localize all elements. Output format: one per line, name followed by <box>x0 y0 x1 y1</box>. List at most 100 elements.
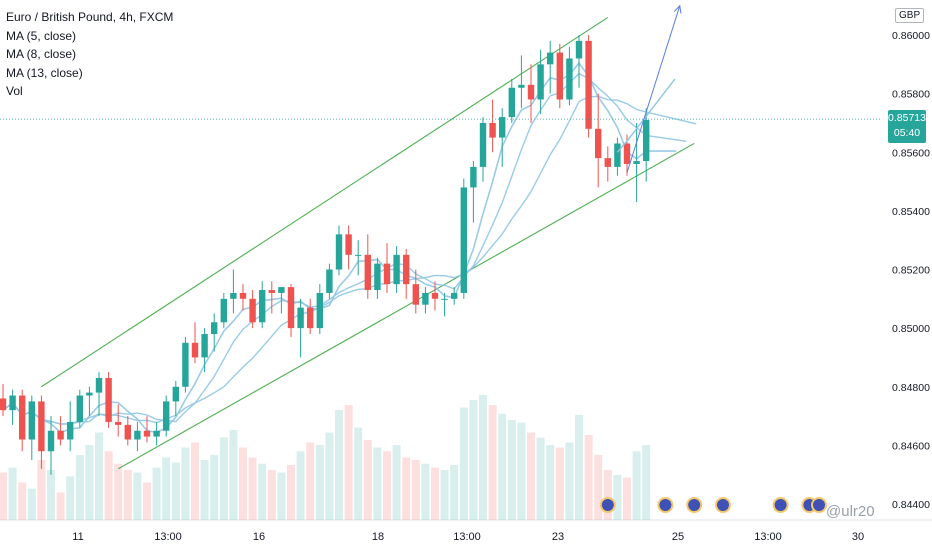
volume-bar <box>171 462 180 520</box>
candle-body <box>153 430 160 437</box>
volume-bar <box>575 415 583 520</box>
candle-body <box>355 254 362 256</box>
event-marker-icon <box>601 499 614 511</box>
candle-body <box>623 143 631 164</box>
candle-body <box>412 284 419 305</box>
candle-body <box>431 292 439 299</box>
y-tick-label: 0.84600 <box>892 440 930 452</box>
volume-bar <box>296 451 305 520</box>
candle-body <box>633 161 640 164</box>
candle-body <box>95 377 103 393</box>
volume-bar <box>613 475 622 520</box>
volume-bar <box>152 467 161 520</box>
y-tick-label: 0.85000 <box>892 323 930 335</box>
volume-bar <box>565 442 574 520</box>
price-axis-bg <box>880 0 932 550</box>
volume-bar <box>219 437 228 520</box>
candle-body <box>297 307 304 329</box>
candle-body <box>614 143 621 167</box>
candle-body <box>19 395 26 440</box>
volume-bar <box>373 447 382 520</box>
legend-ma5: MA (5, close) <box>6 28 77 43</box>
candle-body <box>239 292 247 299</box>
volume-bar <box>642 445 651 520</box>
volume-bar <box>200 460 209 520</box>
currency-label[interactable]: GBP <box>895 8 925 23</box>
candle-body <box>307 307 314 329</box>
candles-layer <box>0 35 650 475</box>
volume-bar <box>191 442 199 520</box>
x-tick-label: 30 <box>852 531 864 543</box>
candle-body <box>499 117 506 138</box>
volume-bar <box>527 432 535 520</box>
event-marker-icon <box>813 499 825 511</box>
volume-bar <box>431 467 439 520</box>
candle-body <box>230 292 237 299</box>
candle-body <box>508 87 515 118</box>
x-tick-label: 18 <box>372 531 384 543</box>
y-tick-label: 0.85400 <box>892 206 930 218</box>
volume-bar <box>258 463 267 520</box>
candle-body <box>67 421 74 440</box>
volume-bar <box>623 477 631 520</box>
trend-arrow-line <box>626 5 681 173</box>
candle-body <box>211 322 218 334</box>
candle-body <box>47 430 55 452</box>
candle-body <box>28 401 35 440</box>
candle-body <box>575 40 583 59</box>
volume-bar <box>469 400 478 520</box>
volume-bar <box>56 492 65 520</box>
volume-bar <box>344 405 353 520</box>
volume-bar <box>632 451 641 520</box>
candle-body <box>182 342 189 387</box>
candle-body <box>220 298 227 323</box>
volume-bar <box>162 457 171 520</box>
volume-bar <box>517 422 526 520</box>
candle-body <box>57 430 64 440</box>
candle-body <box>249 298 256 323</box>
volume-bar <box>8 467 17 520</box>
x-tick-label: 25 <box>672 531 684 543</box>
volume-bar <box>335 410 343 520</box>
volume-bar <box>363 440 372 520</box>
volume-bar <box>383 451 391 520</box>
volume-bar <box>402 457 411 520</box>
volume-bar <box>239 447 247 520</box>
candle-body <box>547 52 554 65</box>
volume-bar <box>536 437 545 520</box>
volume-bar <box>325 432 334 520</box>
candle-body <box>163 401 170 431</box>
candle-body <box>38 401 45 452</box>
candle-body <box>172 386 179 402</box>
author-watermark: @ulr20 <box>826 503 875 520</box>
volume-bar <box>440 470 449 520</box>
volume-bar <box>133 472 142 520</box>
candle-body <box>470 166 477 188</box>
candle-body <box>537 64 544 100</box>
candle-body <box>383 263 391 285</box>
candle-body <box>643 120 650 162</box>
x-tick-label: 16 <box>253 531 265 543</box>
volume-bar <box>248 457 257 520</box>
volume-bar <box>315 445 324 520</box>
volume-bar <box>488 405 497 520</box>
volume-bar <box>37 460 46 520</box>
y-tick-label: 0.85600 <box>892 147 930 159</box>
candle-body <box>479 122 487 167</box>
candle-body <box>566 58 573 100</box>
volume-bar <box>27 488 36 520</box>
last-price-value: 0.85713 <box>888 112 926 124</box>
candle-body <box>115 421 122 425</box>
volume-bar <box>421 463 430 520</box>
candle-body <box>335 234 343 270</box>
volume-bar <box>546 445 555 520</box>
volume-bar <box>104 451 113 520</box>
candle-body <box>191 342 199 358</box>
chart-legend: Euro / British Pound, 4h, FXCM MA (5, cl… <box>6 8 173 101</box>
volume-bar <box>450 465 459 520</box>
trend-arrow-head <box>673 4 682 14</box>
candle-body <box>489 122 496 138</box>
candle-body <box>201 333 208 358</box>
volume-bar <box>306 442 315 520</box>
